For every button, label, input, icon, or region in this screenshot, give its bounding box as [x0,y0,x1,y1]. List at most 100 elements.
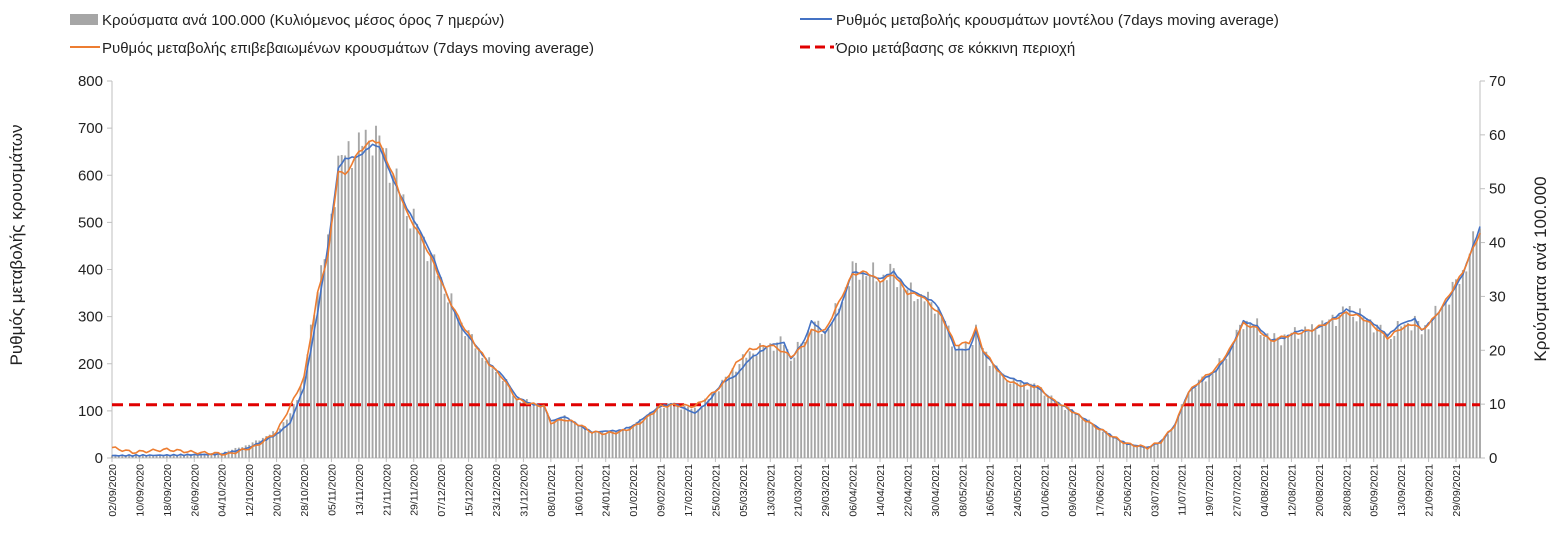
bar [1215,369,1217,458]
bar [680,409,683,458]
bar [484,360,487,458]
bar [1194,387,1197,458]
bar [988,365,991,458]
bar [1383,335,1385,458]
bar [385,148,388,458]
bar [1276,337,1279,458]
bar [543,403,545,458]
bar [1180,404,1183,458]
bar [1071,409,1073,458]
bar [1232,345,1235,458]
bar [1273,333,1276,458]
bar [899,279,902,458]
bar [1088,419,1091,458]
bar [1053,401,1056,458]
bar [1084,420,1087,458]
bar [652,410,655,458]
confirmed-rate-line [111,139,1481,456]
bar [1417,321,1420,458]
x-tick-label: 19/07/2021 [1204,464,1216,517]
x-tick-label: 18/09/2020 [162,464,174,517]
bar [553,420,556,458]
bar [117,455,120,458]
bar [388,182,391,458]
bar [525,399,528,458]
right-tick-label: 60 [1489,127,1506,144]
bar [951,346,953,458]
bar [1437,312,1440,458]
bar [368,140,371,458]
bar [772,350,775,458]
bar [577,425,580,458]
bar [1129,444,1132,458]
bar [155,455,158,458]
bar [844,287,847,458]
bar [813,321,816,458]
bar [371,155,374,459]
bar [1160,441,1163,458]
bar [519,401,521,458]
x-tick-label: 25/06/2021 [1122,464,1134,517]
bar [1355,321,1358,458]
legend-label-confirmed-line: Ρυθμός μεταβολής επιβεβαιωμένων κρουσμάτ… [102,40,594,57]
bar [1297,338,1300,458]
bar [745,357,748,458]
x-tick-label: 05/03/2021 [738,464,750,517]
legend-label-model-line: Ρυθμός μεταβολής κρουσμάτων μοντέλου (7d… [836,12,1279,29]
x-tick-label: 13/11/2020 [354,464,366,516]
bar [217,452,220,458]
bar [909,282,912,458]
bar [244,445,247,458]
bar [868,274,871,458]
bar [289,413,292,458]
bar [320,265,323,458]
bar [834,303,837,458]
bar [1170,428,1173,458]
bar [1184,399,1187,458]
bar [1359,308,1361,458]
bar [1225,358,1228,458]
bar [604,433,607,458]
bar [546,413,549,458]
bar [529,405,532,458]
bar [1263,336,1265,458]
bar [152,454,155,458]
bar [231,449,233,458]
bar [1372,332,1375,458]
plot-area: 0 100 200 300 400 500 600 700 800 0 10 20 30 40 50 60 70… [78,73,1506,517]
x-tick-label: 16/05/2021 [985,464,997,517]
bar [364,129,367,458]
bar [251,442,254,458]
bar [327,234,329,458]
x-tick-label: 04/10/2020 [217,464,229,517]
right-tick-label: 20 [1489,342,1506,359]
bar [337,155,340,458]
x-tick-label: 13/03/2021 [765,464,777,517]
right-tick-label: 10 [1489,396,1506,413]
bar [1393,335,1396,458]
bar [1245,320,1248,458]
bar [450,293,453,458]
x-tick-label: 16/01/2021 [573,464,585,517]
bar [1139,446,1142,458]
bar [196,453,199,458]
bar [237,447,240,458]
legend-item-cases-per-100k: Κρούσματα ανά 100.000 (Κυλιόμενος μέσος … [70,12,504,29]
bar [1465,271,1468,458]
bar [279,428,281,458]
bar [1304,326,1307,458]
legend-swatch-bars [70,14,98,25]
bar [903,288,905,458]
bar [378,135,381,459]
bar [1115,438,1118,458]
right-tick-label: 0 [1489,450,1497,467]
bar [1197,379,1200,458]
bar [1331,314,1334,458]
bar [1287,335,1289,458]
bar [402,194,405,458]
legend-item-confirmed-rate: Ρυθμός μεταβολής επιβεβαιωμένων κρουσμάτ… [70,40,594,57]
bar [765,347,768,458]
x-tick-label: 14/04/2021 [875,464,887,517]
bar [803,342,806,458]
bar [724,376,727,458]
